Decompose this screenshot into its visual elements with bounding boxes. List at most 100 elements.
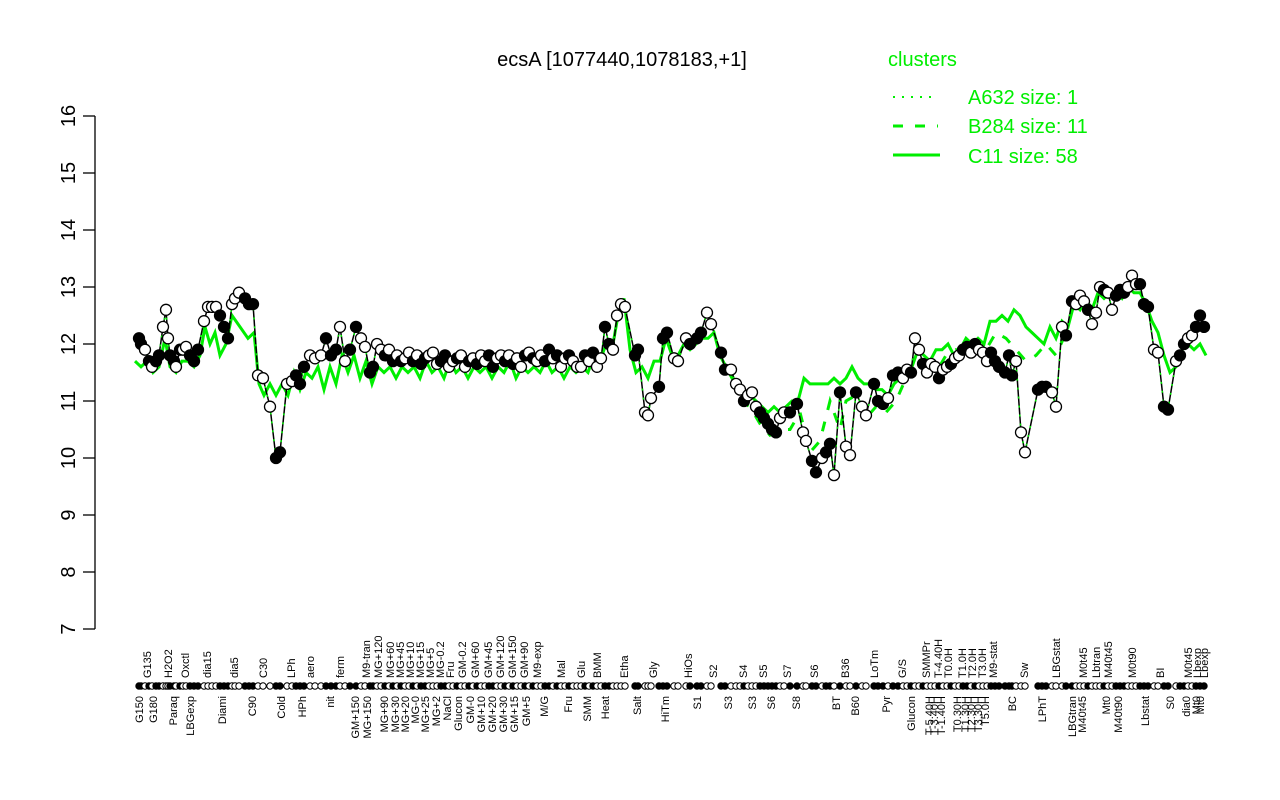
x-tick-label: MG+120 [373, 636, 385, 679]
x-tick-marker [852, 682, 860, 690]
data-point [598, 320, 612, 334]
x-tick-label: MG+10 [405, 642, 417, 678]
x-tick-label: G135 [142, 651, 154, 678]
legend-entry-a632: A632 size: 1 [968, 87, 1078, 109]
x-tick-label: T2.30H [966, 696, 978, 732]
x-tick-label: BT [831, 696, 843, 710]
x-tick-marker [1062, 682, 1070, 690]
x-tick-label: Mal [556, 660, 568, 678]
x-tick-marker [634, 682, 642, 690]
data-point [823, 437, 837, 450]
x-tick-label: M9-tran [361, 640, 373, 678]
x-tick-label: Lbstat [1140, 696, 1152, 726]
x-tick-label: Sw [1019, 663, 1031, 678]
x-tick-marker [802, 682, 810, 690]
data-point [217, 320, 231, 334]
data-point [1014, 426, 1028, 439]
y-axis: 7 8 9 10 11 12 13 14 15 16 [58, 105, 96, 635]
legend-entry-b284: B284 size: 11 [968, 116, 1088, 138]
x-tick-marker [721, 682, 729, 690]
data-point [827, 468, 841, 482]
x-tick-label: MG-0 [410, 696, 422, 724]
x-tick-marker [780, 682, 788, 690]
x-tick-label: MG-0.2 [435, 641, 447, 678]
x-tick-label: MG+60 [385, 642, 397, 678]
x-tick-label: T5.0H [980, 696, 992, 726]
x-tick-label: Cold [276, 696, 288, 719]
x-tick-marker [194, 682, 202, 690]
x-tick-label: GM+30 [498, 696, 510, 732]
x-tick-label: T-3.40H [929, 696, 941, 735]
x-tick-label: S5 [758, 665, 770, 678]
data-point [745, 386, 759, 399]
x-tick-label: LPh [286, 658, 298, 678]
x-tick-label: Mt0 [1101, 696, 1113, 714]
data-point [1161, 403, 1175, 416]
x-tick-label: NaCl [442, 696, 454, 720]
x-tick-label: S1 [692, 696, 704, 709]
x-tick-label: Heat [600, 696, 612, 719]
x-tick-label: B60 [850, 696, 862, 716]
x-tick-label: T0.0H [943, 648, 955, 678]
x-tick-label: Lbexp [1192, 648, 1204, 678]
data-point [631, 343, 645, 356]
x-tick-label: T1.30H [960, 696, 972, 732]
x-tick-marker [846, 682, 854, 690]
data-point [263, 400, 277, 413]
x-tick-label: BI [1155, 668, 1167, 678]
data-point [809, 466, 823, 479]
x-tick-marker [1200, 682, 1208, 690]
x-tick-label: B36 [840, 658, 852, 678]
x-tick-label: M40t45 [1077, 696, 1089, 733]
x-tick-label: G/S [897, 659, 909, 678]
x-tick-label: nit [325, 696, 337, 708]
x-tick-label: M/G [539, 696, 551, 717]
data-point [867, 377, 881, 391]
chart-title: ecsA [1077440,1078183,+1] [497, 49, 747, 71]
x-tick-label: Fru [563, 696, 575, 713]
data-point [799, 434, 813, 448]
data-point [187, 354, 201, 368]
x-axis: G135 H2O2 Oxctl dia15 dia5 C30 LPh aero ferm M9-t… [134, 636, 1211, 739]
x-tick-marker [707, 682, 715, 690]
x-tick-label: S8 [791, 696, 803, 709]
x-tick-marker [621, 682, 629, 690]
cluster-b284-line [739, 330, 1068, 456]
data-point [1133, 277, 1147, 291]
data-point [1151, 346, 1165, 359]
data-point [191, 343, 205, 356]
x-tick-label: M40t45 [1103, 641, 1115, 678]
x-tick-label: LBGtran [1067, 696, 1079, 737]
x-tick-label: HiOs [683, 653, 695, 678]
data-point [329, 343, 343, 356]
data-point [366, 360, 380, 373]
x-tick-label: Diami [217, 696, 229, 724]
y-tick-label: 10 [58, 447, 80, 469]
y-tick-label: 7 [58, 623, 80, 634]
data-point [594, 352, 608, 365]
data-point [1009, 354, 1023, 368]
data-point [908, 332, 922, 345]
legend-entry-c11: C11 size: 58 [968, 146, 1078, 168]
x-tick-label: T0.30H [952, 696, 964, 732]
data-point [1141, 300, 1155, 314]
x-tick-label: M0t90 [1127, 647, 1139, 678]
x-tick-marker [647, 682, 655, 690]
x-tick-marker [346, 682, 354, 690]
plot-area [132, 269, 1211, 482]
x-tick-label: T-5.40H [924, 696, 936, 735]
x-tick-label: MG+5 [425, 648, 437, 678]
x-tick-label: MG+30 [390, 696, 402, 732]
x-tick-label: G180 [148, 696, 160, 723]
x-tick-label: Glucon [906, 696, 918, 731]
x-tick-label: MG+20 [400, 696, 412, 732]
data-point [156, 320, 170, 334]
data-point [790, 397, 804, 411]
data-point [904, 366, 918, 379]
data-point [1018, 446, 1032, 459]
x-tick-marker [1154, 682, 1162, 690]
x-tick-label: aero [305, 656, 317, 678]
x-tick-label: M9-exp [532, 641, 544, 678]
x-tick-label: T3.30H [973, 696, 985, 732]
